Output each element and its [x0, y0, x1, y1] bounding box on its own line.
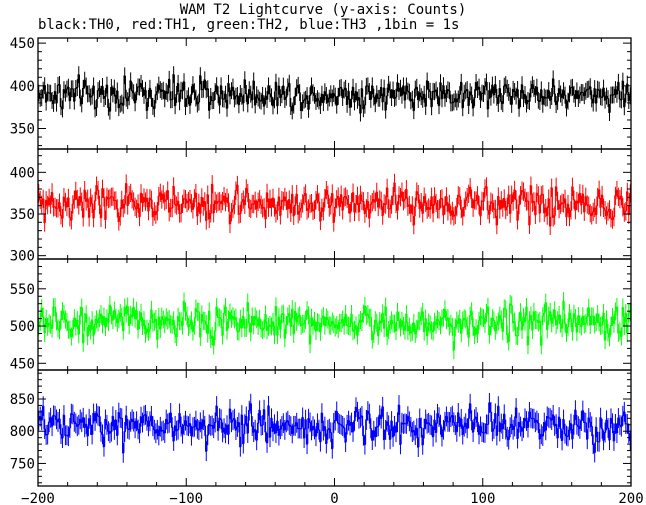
y-tick-label-th1: 300	[10, 249, 35, 265]
x-tick-label: −100	[169, 491, 203, 505]
series-th3	[38, 393, 631, 463]
panels-group: 350 400 450 300 350 400 450 500 550 750 800 850	[10, 36, 632, 487]
y-tick-label-th0: 450	[10, 36, 35, 52]
panel-th2: 450 500 550	[10, 258, 632, 372]
series-th0	[38, 66, 631, 122]
x-tick-label: 100	[470, 491, 495, 505]
y-tick-label-th2: 500	[10, 319, 35, 335]
x-tick-label: 200	[618, 491, 643, 505]
y-tick-label-th1: 400	[10, 165, 35, 181]
y-tick-label-th3: 850	[10, 392, 35, 408]
y-tick-label-th0: 350	[10, 122, 35, 138]
y-tick-label-th3: 800	[10, 424, 35, 440]
y-tick-label-th1: 350	[10, 207, 35, 223]
panel-th0: 350 400 450	[10, 36, 632, 150]
chart-title: WAM T2 Lightcurve (y-axis: Counts)	[179, 2, 467, 18]
series-th2	[38, 292, 631, 360]
y-tick-label-th2: 450	[10, 356, 35, 372]
y-tick-label-th2: 550	[10, 282, 35, 298]
x-tick-label: 0	[330, 491, 338, 505]
series-th1	[38, 173, 631, 236]
panel-th1: 300 350 400	[10, 148, 632, 265]
chart-subtitle: black:TH0, red:TH1, green:TH2, blue:TH3 …	[38, 17, 460, 33]
y-tick-label-th0: 400	[10, 79, 35, 95]
panel-frame	[37, 258, 632, 371]
x-axis: −200 −100 0 100 200	[21, 491, 644, 505]
y-tick-label-th3: 750	[10, 456, 35, 472]
panel-th3: 750 800 850	[10, 369, 632, 487]
x-tick-label: −200	[21, 491, 55, 505]
